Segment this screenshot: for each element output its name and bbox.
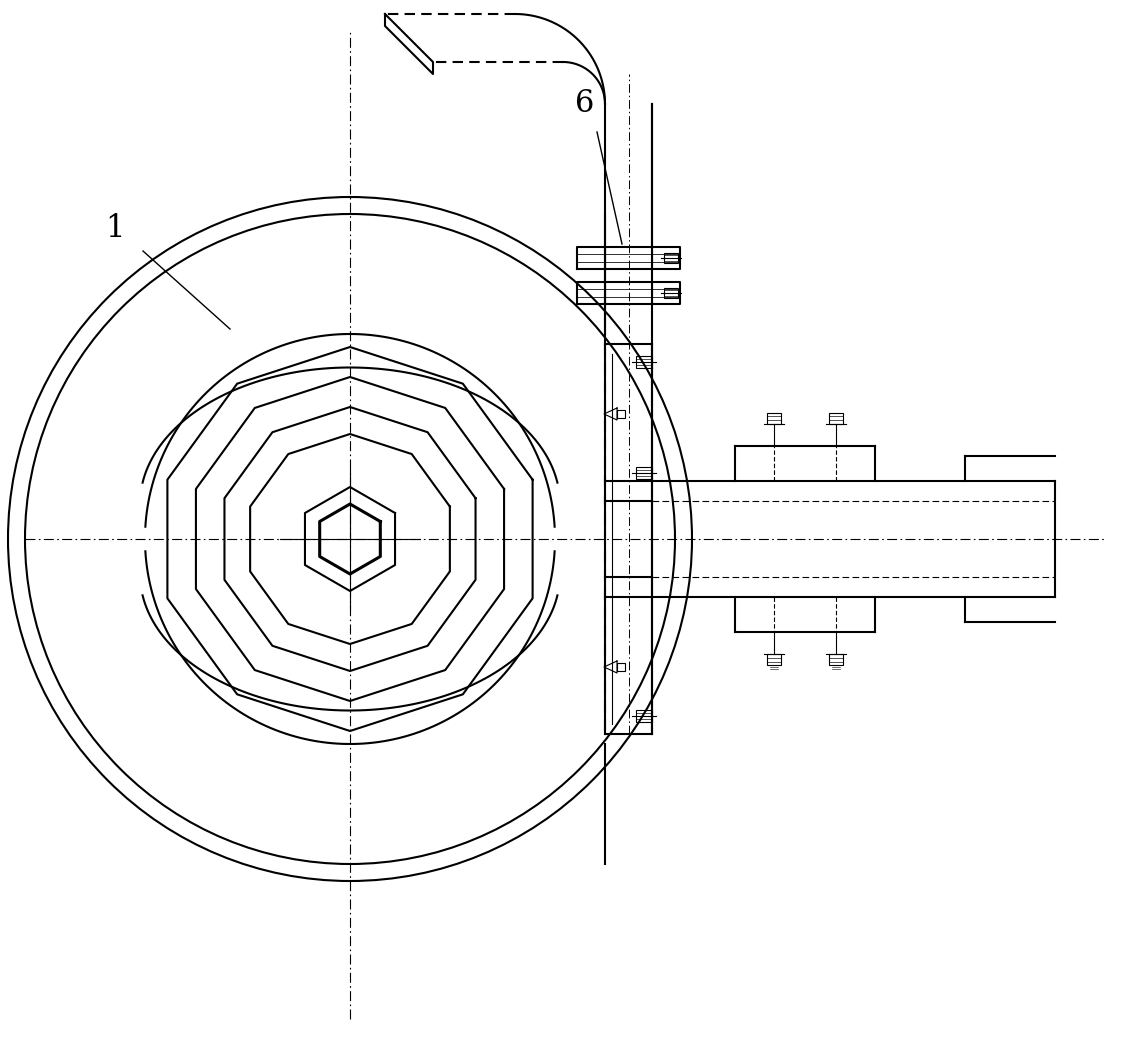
Text: 6: 6 (575, 89, 594, 120)
Bar (663, 288, 678, 299)
Bar (617, 663, 625, 671)
Bar (767, 413, 782, 424)
Bar (663, 253, 678, 264)
Bar (617, 410, 625, 418)
Bar (767, 654, 782, 665)
Bar (635, 710, 652, 722)
Bar (829, 654, 843, 665)
Bar (829, 413, 843, 424)
Bar (635, 467, 652, 480)
Bar (635, 356, 652, 369)
Text: 1: 1 (105, 214, 125, 245)
